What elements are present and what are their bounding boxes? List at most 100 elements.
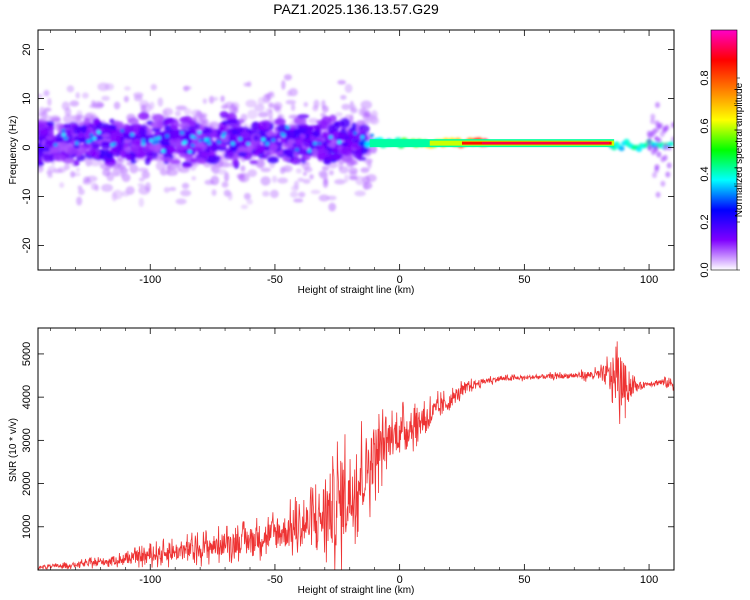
spectral-blob [120,128,125,133]
spectral-blob [92,136,97,141]
spectral-blob [208,95,215,104]
spectral-blob [101,183,113,192]
spectral-blob [116,157,124,165]
spectral-blob [61,132,66,137]
spectral-blob [182,153,193,159]
spectral-blob [348,167,358,175]
spectral-blob [70,170,76,178]
spectral-blob [74,141,79,145]
spectral-blob [650,118,656,125]
spectral-blob [124,86,131,91]
spectral-blob [130,159,137,164]
spectral-blob [337,80,347,85]
spectral-blob [101,133,111,138]
spectral-blob [664,124,670,131]
spectral-blob [210,146,217,152]
spectral-blob [360,167,370,173]
spectral-blob [266,131,273,137]
spectral-blob [166,146,176,153]
spectral-blob [243,82,249,87]
spectral-blob [321,99,326,109]
spectral-blob [312,105,319,112]
spectral-blob [137,112,150,120]
spectral-blob [72,127,81,135]
spectral-blob [327,195,337,201]
y-tick-label: 4000 [21,385,33,409]
y-tick-label: 5000 [21,342,33,366]
spectral-blob [670,121,674,128]
spectral-blob [649,131,655,138]
snr-y-ticks: 1000 2000 3000 4000 5000 [21,342,674,539]
spectral-blob [656,137,662,144]
spectral-blob [123,167,128,176]
spectral-blob [281,80,286,90]
colorbar-tick-label: 0.8 [699,70,711,85]
spectral-blob [296,148,308,155]
spectral-blob [112,142,117,146]
spectral-blob [86,139,91,144]
spectral-blob [255,158,265,169]
spectral-blob [310,189,321,195]
spectral-blob [91,100,96,108]
spectral-blob [75,150,82,158]
spectral-blob [264,150,276,155]
spectral-blob [75,92,80,99]
spectral-blob [294,117,307,125]
spectral-blob [125,147,132,153]
spectral-blob [167,131,180,140]
spectral-blob [119,136,125,143]
spectral-blob [327,124,335,134]
spectral-blob [57,166,67,173]
spectral-blob [344,174,349,183]
spectral-blob [318,194,330,202]
colorbar-label: Normalized spectral amplitude [734,82,745,217]
spectral-blob [183,108,192,116]
spectral-blob [268,102,274,109]
spectral-blob [155,140,160,145]
spectral-blob [109,147,123,156]
spectral-blob [293,198,304,203]
spectral-blob [224,171,230,182]
spectral-blob [246,142,251,146]
spectral-blob [90,148,97,158]
spectral-blob [170,119,180,130]
spectral-blob [102,168,111,177]
spectral-blob [340,146,352,156]
spectral-blob [39,147,53,153]
spectral-blob [150,83,157,91]
spectral-blob [206,127,213,134]
spectral-blob [265,141,270,146]
spectral-blob [261,137,266,142]
spectral-blob [165,134,170,138]
spectral-blob [307,148,312,153]
spectral-blob [646,144,652,151]
spectral-blob [73,159,80,167]
spectral-blob [157,97,164,107]
spectral-blob [119,149,127,157]
spectral-blob [77,188,85,196]
spectral-blob [302,178,311,184]
spectral-blob [221,120,231,126]
spectral-blob [367,160,372,169]
spectral-blob [238,137,243,141]
spectral-blob [285,99,297,105]
spectral-blob [636,146,643,152]
spectral-blob [646,138,652,145]
spectrogram-blobs [38,74,674,212]
spectral-blob [291,185,299,192]
spectral-blob [53,154,66,162]
spectral-blob [286,90,293,97]
y-tick-label: 20 [21,43,33,55]
spectral-blob [262,190,270,197]
spectral-blob [261,154,268,159]
spectral-blob [49,146,61,153]
spectral-blob [335,112,343,117]
spectral-blob [257,111,269,118]
spectral-blob [337,140,342,145]
spectral-blob [99,141,111,149]
spectral-blob [365,174,377,183]
spectral-blob [64,163,70,171]
spectrogram-frame [37,29,675,271]
spectral-blob [665,171,671,178]
spectral-blob [217,140,222,144]
